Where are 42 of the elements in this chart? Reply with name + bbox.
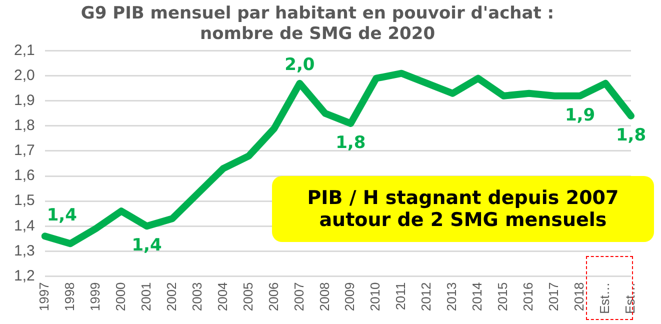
y-tick-label: 2,1 [14,42,35,59]
y-tick-label: 1,8 [14,117,35,134]
x-tick-label: 2007 [291,282,306,312]
x-tick-label: 2013 [444,282,460,312]
data-label: 1,4 [132,236,162,256]
x-tick-label: 2016 [520,282,536,312]
x-tick-label: 2009 [342,282,358,312]
x-tick-label: 2018 [572,282,587,312]
x-tick-label: 1998 [62,282,77,312]
x-tick-label: 2010 [368,282,383,312]
x-tick-label: 2017 [546,282,562,312]
x-tick-label: 2014 [470,282,485,312]
chart-title: G9 PIB mensuel par habitant en pouvoir d'achat : nombre de SMG de 2020 [80,4,554,44]
y-tick-label: 1,4 [14,217,35,234]
data-label: 2,0 [284,54,315,75]
x-tick-label: Est… [622,282,638,314]
x-tick-label: 2008 [316,282,332,312]
y-tick-label: 1,2 [14,267,35,284]
x-tick-label: 2004 [214,282,230,312]
y-tick-label: 1,3 [14,242,35,260]
y-tick-label: 1,9 [14,92,35,110]
data-label: 1,9 [564,105,596,126]
data-label: 1,8 [336,132,366,153]
y-tick-label: 2,0 [14,66,35,84]
x-tick-label: 2005 [240,282,256,312]
data-label: 1,8 [616,125,646,146]
x-tick-label: Est… [597,282,612,314]
data-label: 1,4 [46,206,78,226]
y-tick-label: 1,5 [14,192,35,210]
x-tick-label: 2011 [393,282,408,310]
x-tick-label: 2001 [138,282,154,312]
x-tick-label: 2012 [418,282,434,312]
y-tick-label: 1,7 [14,142,35,160]
callout-box: PIB / H stagnant depuis 2007 autour de 2 SMG mensuels [272,176,654,242]
x-tick-label: 2015 [495,282,510,312]
y-tick-label: 1,6 [14,167,35,184]
x-tick-label: 1997 [36,282,52,312]
x-tick-label: 2003 [189,282,204,312]
x-tick-label: 1999 [87,282,102,312]
x-tick-label: 2000 [112,282,128,312]
x-tick-label: 2006 [266,282,281,312]
x-tick-label: 2002 [164,282,179,312]
